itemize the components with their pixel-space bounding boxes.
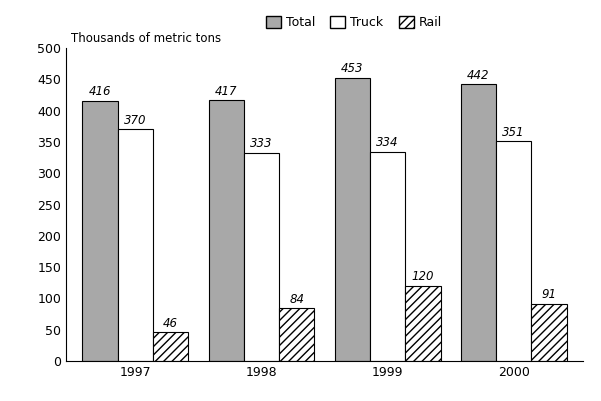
Text: 84: 84	[289, 293, 304, 306]
Text: 351: 351	[502, 126, 525, 139]
Bar	[279, 308, 314, 361]
Bar	[405, 286, 441, 361]
Text: 334: 334	[376, 136, 399, 150]
Text: 91: 91	[542, 288, 557, 302]
Text: 416: 416	[89, 85, 111, 98]
Text: 442: 442	[467, 69, 490, 82]
Legend: Total, Truck, Rail: Total, Truck, Rail	[264, 14, 444, 32]
Bar	[531, 304, 567, 361]
Text: Thousands of metric tons: Thousands of metric tons	[72, 32, 221, 45]
Text: 370: 370	[124, 114, 147, 127]
Bar	[461, 84, 496, 361]
Text: 46: 46	[163, 317, 178, 330]
Text: 417: 417	[215, 85, 237, 97]
Bar	[118, 130, 153, 361]
Bar	[209, 100, 244, 361]
Bar	[153, 332, 188, 361]
Text: 120: 120	[412, 270, 434, 284]
Bar	[244, 153, 279, 361]
Bar	[335, 77, 370, 361]
Bar	[496, 141, 531, 361]
Text: 453: 453	[341, 62, 364, 75]
Bar	[82, 101, 118, 361]
Text: 333: 333	[250, 137, 273, 150]
Bar	[370, 152, 405, 361]
